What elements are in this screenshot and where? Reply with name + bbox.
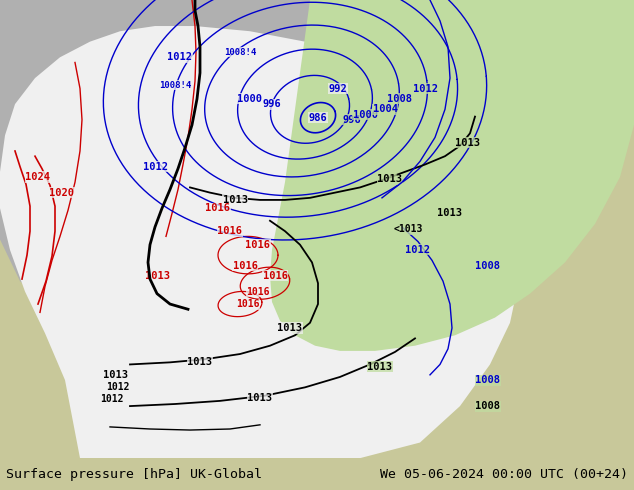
- Text: 1012: 1012: [413, 83, 437, 94]
- Text: 1000: 1000: [238, 94, 262, 104]
- Text: 1024: 1024: [25, 172, 51, 182]
- Text: 1020: 1020: [49, 188, 75, 197]
- Text: 1013: 1013: [103, 370, 127, 380]
- Text: 1016: 1016: [246, 287, 269, 296]
- Text: 1012: 1012: [143, 162, 167, 172]
- Text: 1008: 1008: [476, 375, 500, 385]
- Text: 1012: 1012: [100, 394, 124, 404]
- Text: 1013: 1013: [278, 323, 302, 333]
- Text: 1012: 1012: [406, 245, 430, 255]
- Text: 1013: 1013: [455, 138, 481, 147]
- Text: 992: 992: [328, 83, 347, 94]
- Text: Surface pressure [hPa] UK-Global: Surface pressure [hPa] UK-Global: [6, 467, 262, 481]
- Text: 1012: 1012: [107, 382, 130, 392]
- Text: 1008: 1008: [387, 94, 413, 104]
- Text: 1016: 1016: [205, 203, 231, 213]
- Text: 1008: 1008: [476, 401, 500, 411]
- Text: 986: 986: [309, 113, 327, 122]
- Text: 1012: 1012: [167, 52, 193, 62]
- Text: 1013: 1013: [247, 393, 273, 403]
- Text: 1013: 1013: [188, 357, 212, 368]
- Text: 1013: 1013: [377, 174, 403, 184]
- Polygon shape: [0, 0, 634, 369]
- Polygon shape: [270, 0, 634, 351]
- Text: 1008: 1008: [476, 261, 500, 270]
- Text: 1016: 1016: [262, 271, 287, 281]
- Text: 1013: 1013: [437, 208, 462, 219]
- Text: 1013: 1013: [223, 195, 247, 205]
- Text: <1013: <1013: [393, 224, 423, 234]
- Text: 1016: 1016: [233, 261, 257, 270]
- Text: 1013: 1013: [145, 271, 171, 281]
- Text: 1016: 1016: [245, 240, 271, 250]
- Text: 1000: 1000: [353, 110, 377, 120]
- Text: 1004: 1004: [373, 104, 398, 114]
- Text: 1016: 1016: [236, 299, 260, 309]
- Text: 996: 996: [262, 99, 281, 109]
- Text: 996: 996: [342, 115, 361, 125]
- Text: 1013: 1013: [368, 362, 392, 371]
- Text: 1008!4: 1008!4: [224, 48, 256, 56]
- Polygon shape: [0, 26, 520, 458]
- Text: 1008!4: 1008!4: [159, 81, 191, 90]
- Text: We 05-06-2024 00:00 UTC (00+24): We 05-06-2024 00:00 UTC (00+24): [380, 467, 628, 481]
- Text: 1016: 1016: [217, 226, 242, 236]
